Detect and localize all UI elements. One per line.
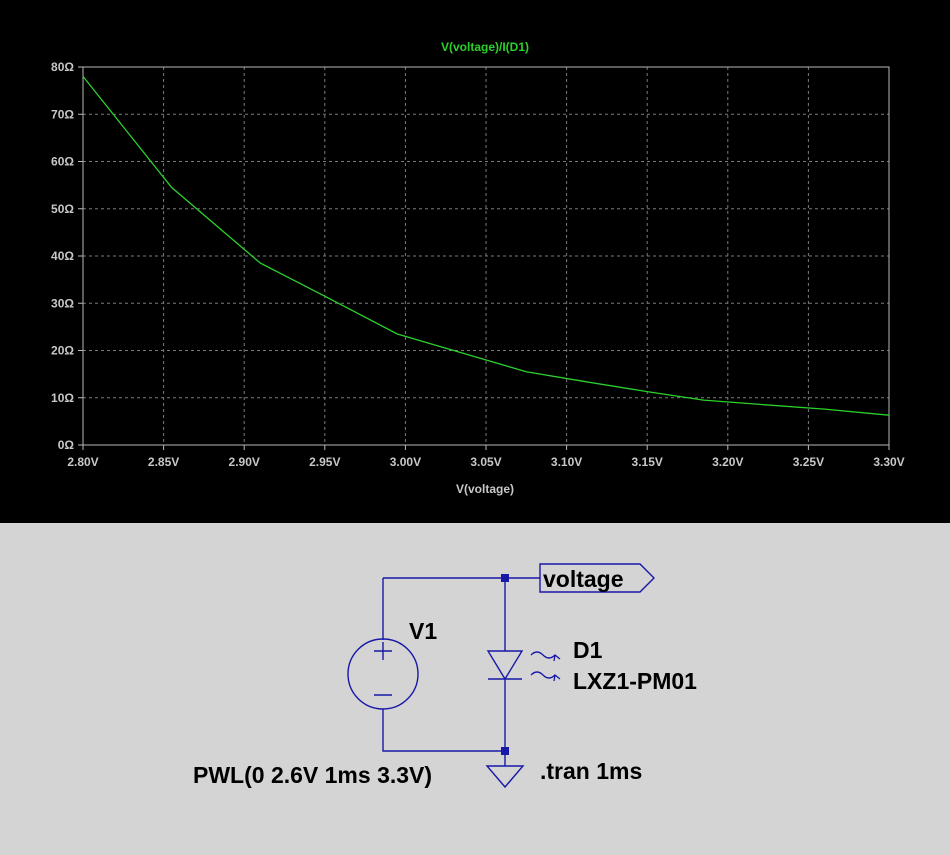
- plus-sign-icon: [374, 642, 392, 660]
- x-axis-ticks: 2.80V 2.85V 2.90V 2.95V 3.00V 3.05V 3.10V 3.15V…: [67, 445, 905, 469]
- waveform-viewer[interactable]: V(voltage)/I(D1) 0Ω 10Ω 20Ω 30Ω 40Ω 50Ω 60Ω 70Ω…: [0, 0, 950, 523]
- x-axis-label: V(voltage): [456, 482, 514, 496]
- net-label-text: voltage: [543, 566, 624, 592]
- diode-model[interactable]: LXZ1-PM01: [573, 668, 697, 694]
- spice-directive[interactable]: .tran 1ms: [540, 758, 642, 784]
- diode-d1[interactable]: D1 LXZ1-PM01: [486, 637, 697, 694]
- x-tick-label: 3.25V: [793, 455, 824, 469]
- junction-dot-bottom: [501, 747, 509, 755]
- x-tick-label: 3.30V: [873, 455, 904, 469]
- y-tick-label: 20Ω: [51, 344, 74, 358]
- y-tick-label: 40Ω: [51, 249, 74, 263]
- x-tick-label: 2.80V: [67, 455, 98, 469]
- x-tick-label: 3.10V: [551, 455, 582, 469]
- voltage-source-v1[interactable]: V1: [347, 618, 437, 710]
- schematic-svg[interactable]: voltage V1 PWL(0 2.6V 1ms 3.3V) D1 LXZ1-…: [0, 523, 950, 850]
- plot-svg[interactable]: V(voltage)/I(D1) 0Ω 10Ω 20Ω 30Ω 40Ω 50Ω 60Ω 70Ω…: [0, 0, 950, 523]
- trace-line-0[interactable]: [82, 75, 890, 416]
- y-tick-label: 0Ω: [58, 438, 75, 452]
- net-label-voltage[interactable]: voltage: [539, 563, 655, 593]
- x-tick-label: 3.15V: [632, 455, 663, 469]
- trace-title[interactable]: V(voltage)/I(D1): [441, 40, 529, 54]
- wire-bottom[interactable]: [382, 709, 505, 752]
- schematic-editor[interactable]: voltage V1 PWL(0 2.6V 1ms 3.3V) D1 LXZ1-…: [0, 523, 950, 850]
- source-value[interactable]: PWL(0 2.6V 1ms 3.3V): [193, 762, 432, 788]
- emission-arrow-icon: [530, 651, 561, 662]
- x-tick-label: 2.90V: [229, 455, 260, 469]
- ground-icon[interactable]: [485, 765, 525, 789]
- diode-name[interactable]: D1: [573, 637, 603, 663]
- y-axis-ticks: 0Ω 10Ω 20Ω 30Ω 40Ω 50Ω 60Ω 70Ω 80Ω: [51, 60, 83, 452]
- y-tick-label: 10Ω: [51, 391, 74, 405]
- x-tick-label: 2.95V: [309, 455, 340, 469]
- voltage-source-symbol: [347, 638, 419, 710]
- x-tick-label: 3.20V: [712, 455, 743, 469]
- y-tick-label: 30Ω: [51, 296, 74, 310]
- diode-triangle-icon: [486, 650, 524, 681]
- x-tick-label: 3.05V: [470, 455, 501, 469]
- emission-arrow-icon: [530, 671, 561, 682]
- x-tick-label: 2.85V: [148, 455, 179, 469]
- y-tick-label: 70Ω: [51, 107, 74, 121]
- trace-layer: [82, 75, 890, 416]
- x-tick-label: 3.00V: [390, 455, 421, 469]
- plot-grid: [83, 67, 889, 445]
- source-name[interactable]: V1: [409, 618, 437, 644]
- y-tick-label: 50Ω: [51, 202, 74, 216]
- y-tick-label: 80Ω: [51, 60, 74, 74]
- net-flag-shape: [539, 563, 655, 593]
- y-tick-label: 60Ω: [51, 155, 74, 169]
- junction-dot-top: [501, 574, 509, 582]
